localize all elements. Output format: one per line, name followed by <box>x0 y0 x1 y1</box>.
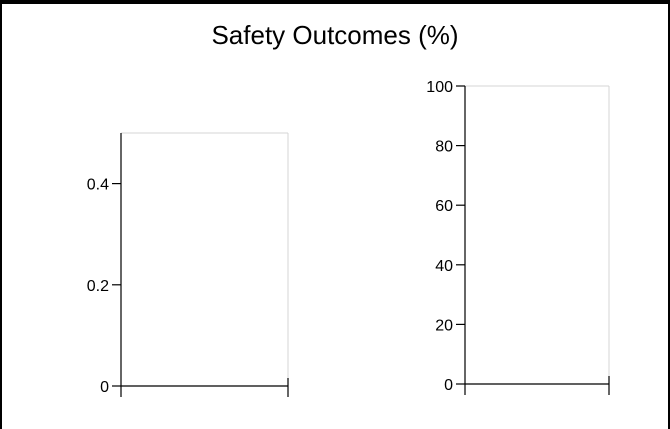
y-tick-label: 0 <box>444 377 453 394</box>
y-tick-label: 100 <box>426 79 453 96</box>
y-tick-label: 0.2 <box>87 278 109 295</box>
y-tick-label: 80 <box>435 139 453 156</box>
right-plot: 0 20 40 60 80 100 <box>426 79 610 395</box>
left-plot: 0 0.2 0.4 <box>87 132 289 397</box>
y-tick-label: 0 <box>100 379 109 396</box>
y-tick-label: 60 <box>435 198 453 215</box>
y-tick-label: 20 <box>435 317 453 334</box>
y-tick-label: 0.4 <box>87 177 109 194</box>
chart-title: Safety Outcomes (%) <box>211 20 459 50</box>
y-tick-label: 40 <box>435 258 453 275</box>
